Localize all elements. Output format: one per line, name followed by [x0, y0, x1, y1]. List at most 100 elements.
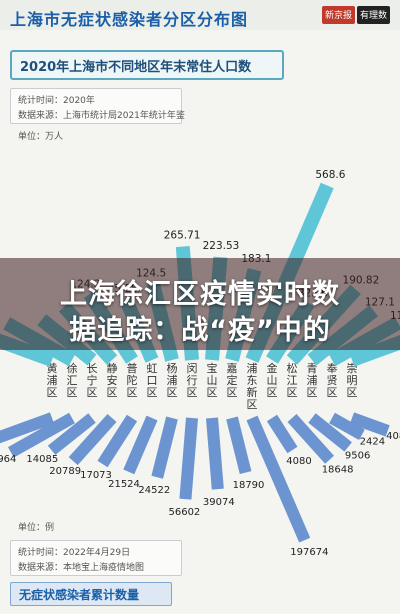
district-label-6-char-0: 杨 [167, 361, 178, 375]
district-label-15-char-2: 区 [347, 386, 358, 399]
cases-value-label-15: 4080 [386, 431, 400, 442]
headline-line-1: 上海徐汇区疫情实时数 [60, 279, 340, 310]
district-label-12-char-1: 江 [287, 374, 298, 387]
page-title: 上海市无症状感染者分区分布图 [10, 10, 249, 29]
district-label-10-char-0: 浦 [247, 362, 258, 375]
district-label-6-char-1: 浦 [167, 374, 178, 387]
district-label-15-char-1: 明 [347, 374, 358, 387]
district-label-4-char-1: 陀 [127, 373, 138, 387]
cases-source: 数据来源：本地宝上海疫情地图 [18, 563, 145, 573]
district-label-15-char-0: 崇 [347, 362, 358, 375]
population-source: 数据来源：上海市统计局2021年统计年鉴 [18, 111, 185, 121]
cases-bar-7 [179, 417, 198, 500]
district-label-7-char-0: 闵 [187, 361, 198, 375]
district-label-0-char-2: 区 [47, 386, 58, 399]
district-label-5-char-0: 虹 [147, 362, 158, 375]
cases-bar-2 [47, 413, 96, 455]
district-label-14-char-2: 区 [327, 386, 338, 399]
cases-chart-title: 无症状感染者累计数量 [10, 582, 172, 606]
cases-bar-12 [287, 414, 334, 464]
cases-bar-1 [8, 412, 75, 458]
cases-value-label-9: 18790 [233, 480, 265, 491]
cases-value-label-4: 17073 [80, 470, 112, 481]
district-label-8-char-1: 山 [207, 374, 218, 387]
population-chart-title: 2020年上海市不同地区年末常住人口数 [10, 50, 284, 80]
cases-bar-9 [226, 416, 252, 474]
district-label-1-char-0: 徐 [67, 361, 78, 375]
district-label-3-char-0: 静 [107, 361, 118, 375]
cases-bar-6 [151, 416, 178, 479]
population-value-label-7: 265.71 [164, 230, 201, 242]
cases-value-label-7: 56602 [168, 507, 200, 518]
district-label-2-char-0: 长 [87, 362, 98, 375]
cases-bar-5 [123, 415, 158, 475]
district-label-2-char-2: 区 [87, 386, 98, 399]
district-label-8-char-0: 宝 [207, 361, 218, 375]
cases-value-label-6: 24522 [138, 485, 170, 496]
cases-bar-14 [329, 412, 365, 440]
publisher-logo: 新京报 有理数 [321, 6, 390, 24]
district-label-10-char-1: 东 [247, 374, 258, 387]
district-label-7-char-2: 区 [187, 386, 198, 399]
district-label-4-char-0: 普 [127, 361, 138, 375]
district-label-6-char-2: 区 [167, 386, 178, 399]
population-value-label-10: 568.6 [315, 169, 345, 181]
article-headline-overlay: 上海徐汇区疫情实时数 据追踪：战“疫”中的 [0, 258, 400, 350]
cases-value-label-14: 2424 [360, 437, 385, 448]
district-label-3-char-1: 安 [107, 373, 118, 387]
cases-bar-4 [97, 414, 138, 468]
cases-value-label-1: 36964 [0, 454, 16, 465]
district-label-8-char-2: 区 [207, 386, 218, 399]
district-label-2-char-1: 宁 [87, 373, 98, 387]
header-bar: 上海市无症状感染者分区分布图 新京报 有理数 [0, 0, 400, 30]
district-label-1-char-2: 区 [67, 386, 78, 399]
population-value-label-8: 223.53 [203, 240, 240, 252]
district-label-11-char-1: 山 [267, 374, 278, 387]
district-label-13-char-1: 浦 [307, 374, 318, 387]
district-label-12-char-0: 松 [287, 361, 298, 375]
population-stat-time: 统计时间：2020年 [18, 96, 95, 106]
cases-bar-15 [349, 412, 390, 437]
district-label-7-char-1: 行 [187, 374, 198, 387]
cases-value-label-10: 197674 [290, 547, 328, 558]
cases-value-label-13: 9506 [345, 451, 370, 462]
district-label-9-char-0: 嘉 [227, 361, 238, 375]
district-label-0-char-1: 浦 [47, 374, 58, 387]
district-label-10-char-3: 区 [247, 398, 258, 411]
population-info-box [10, 88, 182, 124]
district-label-5-char-2: 区 [147, 386, 158, 399]
cases-bar-8 [206, 417, 224, 490]
cases-bar-11 [266, 414, 298, 454]
logo-part-b: 有理数 [356, 6, 390, 24]
district-label-9-char-2: 区 [227, 386, 238, 399]
cases-value-label-2: 14085 [26, 454, 58, 465]
district-label-11-char-0: 金 [267, 361, 278, 375]
cases-value-label-5: 21524 [108, 479, 140, 490]
district-label-11-char-2: 区 [267, 386, 278, 399]
district-label-9-char-1: 定 [227, 373, 238, 387]
cases-bar-0 [0, 412, 55, 444]
district-label-14-char-1: 贤 [327, 374, 338, 387]
population-unit: 单位：万人 [18, 132, 64, 142]
cases-value-label-11: 4080 [286, 456, 311, 467]
cases-info-box [10, 540, 182, 576]
district-label-0-char-0: 黄 [47, 361, 58, 375]
district-label-10-char-2: 新 [247, 385, 258, 399]
district-label-13-char-0: 青 [307, 362, 318, 375]
district-label-12-char-2: 区 [287, 386, 298, 399]
district-label-4-char-2: 区 [127, 386, 138, 399]
district-label-3-char-2: 区 [107, 386, 118, 399]
district-label-5-char-1: 口 [147, 374, 158, 387]
district-label-13-char-2: 区 [307, 386, 318, 399]
cases-unit: 单位：例 [18, 523, 55, 533]
cases-value-label-8: 39074 [203, 497, 235, 508]
cases-value-label-12: 18648 [322, 465, 354, 476]
cases-bar-3 [68, 414, 117, 466]
headline-line-2: 据追踪：战“疫”中的 [69, 315, 331, 346]
district-label-14-char-0: 奉 [327, 361, 338, 375]
cases-bar-13 [308, 413, 352, 452]
logo-part-a: 新京报 [321, 6, 355, 24]
district-label-1-char-1: 汇 [67, 374, 78, 387]
cases-value-label-3: 20789 [49, 466, 81, 477]
cases-bar-10 [246, 415, 311, 543]
